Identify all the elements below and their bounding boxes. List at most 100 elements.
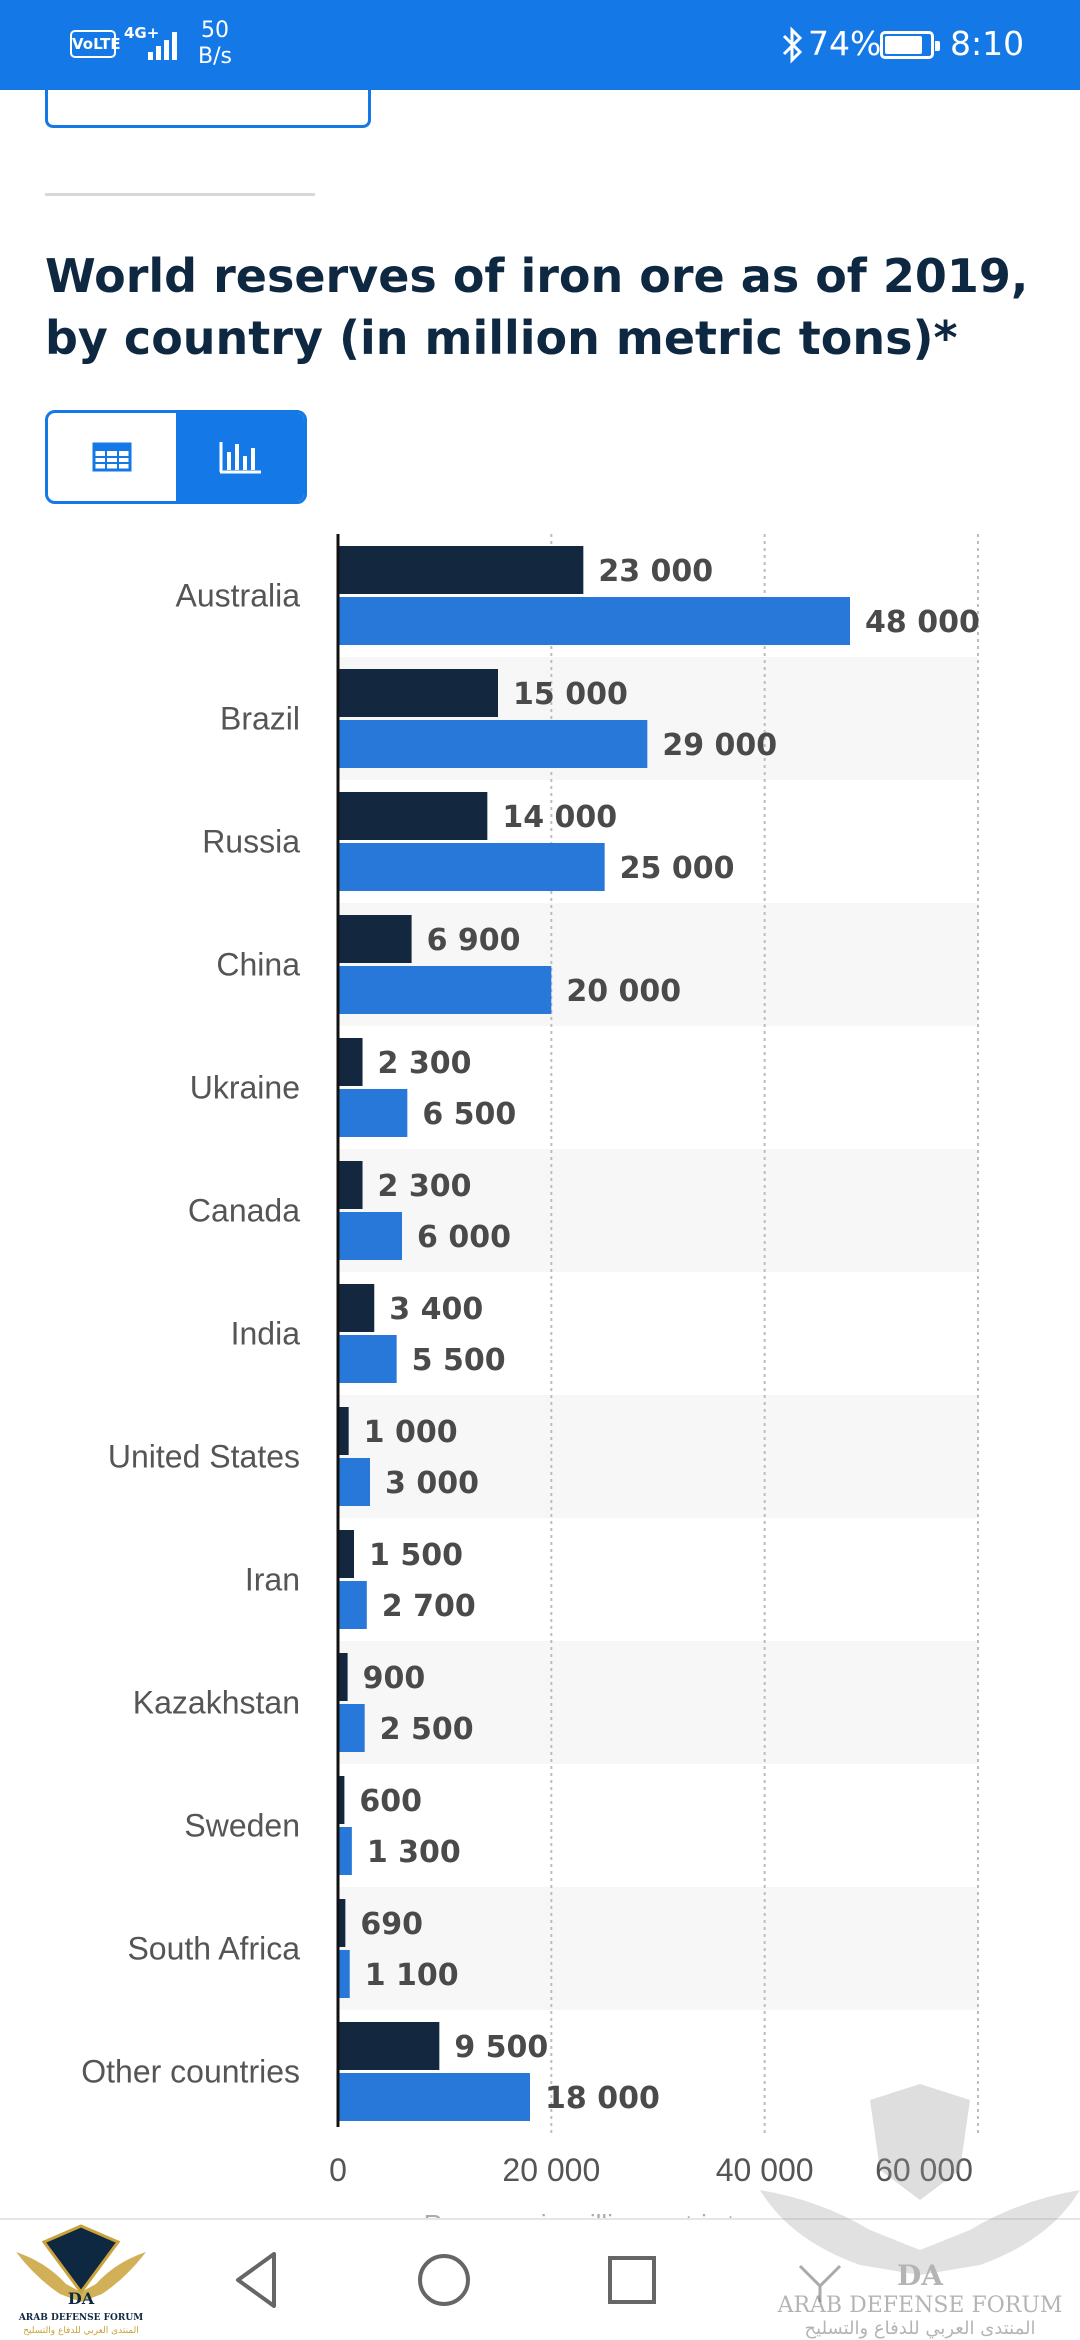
bar-blue bbox=[338, 1704, 365, 1752]
bar-blue bbox=[338, 966, 552, 1014]
previous-section-box[interactable] bbox=[45, 76, 371, 128]
data-label: 900 bbox=[363, 1661, 426, 1696]
bar-dark bbox=[338, 1776, 345, 1824]
volte-badge: VoLTE bbox=[70, 30, 121, 58]
chart-title: World reserves of iron ore as of 2019, b… bbox=[45, 249, 1029, 365]
bluetooth-icon bbox=[782, 26, 803, 64]
row-band bbox=[338, 1887, 978, 2010]
signal-icon bbox=[148, 32, 177, 60]
category-label: United States bbox=[108, 1439, 300, 1475]
category-label: China bbox=[216, 947, 300, 983]
tick-label: 40 000 bbox=[716, 2152, 814, 2188]
data-label: 6 000 bbox=[417, 1220, 511, 1255]
recents-icon[interactable] bbox=[592, 2240, 672, 2320]
battery-percent: 74% bbox=[808, 24, 882, 63]
tick-label: 60 000 bbox=[875, 2152, 973, 2188]
bar-dark bbox=[338, 2022, 440, 2070]
bar-dark bbox=[338, 1899, 346, 1947]
bar-blue bbox=[338, 2073, 530, 2121]
data-label: 14 000 bbox=[502, 800, 617, 835]
category-label: Russia bbox=[202, 824, 300, 860]
data-label: 6 500 bbox=[422, 1097, 516, 1132]
bar-dark bbox=[338, 1161, 363, 1209]
status-bar: VoLTE 4G+ 50 B/s 74% 8:10 bbox=[0, 0, 1080, 90]
data-label: 1 500 bbox=[369, 1538, 463, 1573]
bar-blue bbox=[338, 843, 605, 891]
back-icon[interactable] bbox=[216, 2240, 296, 2320]
bar-blue bbox=[338, 597, 850, 645]
data-label: 29 000 bbox=[662, 728, 777, 763]
category-label: Australia bbox=[176, 578, 301, 614]
data-label: 2 700 bbox=[382, 1589, 476, 1624]
watermark-name-en: ARAB DEFENSE FORUM bbox=[777, 2293, 1063, 2318]
table-icon bbox=[92, 442, 132, 472]
network-type: 4G+ bbox=[124, 24, 160, 42]
battery-icon bbox=[880, 31, 940, 59]
category-label: South Africa bbox=[127, 1931, 300, 1967]
category-label: Sweden bbox=[184, 1808, 300, 1844]
home-icon[interactable] bbox=[404, 2240, 484, 2320]
data-label: 600 bbox=[359, 1784, 422, 1819]
bar-blue bbox=[338, 1335, 397, 1383]
bar-chart: Australia 23 000 48 000 Brazil 15 000 29 000 R… bbox=[81, 534, 980, 2220]
bar-blue bbox=[338, 1827, 352, 1875]
data-label: 2 300 bbox=[378, 1169, 472, 1204]
x-axis-title: Reserves in million metric tons bbox=[424, 2209, 777, 2220]
section-divider bbox=[45, 193, 315, 196]
bar-dark bbox=[338, 546, 584, 594]
forum-watermark: DA ARAB DEFENSE FORUM المنتدى العربي للد… bbox=[760, 2084, 1080, 2339]
data-label: 2 300 bbox=[378, 1046, 472, 1081]
view-toggle bbox=[45, 410, 307, 504]
tick-label: 20 000 bbox=[502, 2152, 600, 2188]
data-label: 15 000 bbox=[513, 677, 628, 712]
chart-view-button[interactable] bbox=[176, 413, 304, 501]
category-label: Ukraine bbox=[190, 1070, 300, 1106]
category-label: Brazil bbox=[220, 701, 300, 737]
data-label: 9 500 bbox=[454, 2030, 548, 2065]
row-band bbox=[338, 1149, 978, 1272]
bar-blue bbox=[338, 1458, 370, 1506]
watermark-name-ar: المنتدى العربي للدفاع والتسليح bbox=[805, 2318, 1036, 2339]
data-label: 25 000 bbox=[620, 851, 735, 886]
category-label: Other countries bbox=[81, 2054, 300, 2090]
speed-value: 50 bbox=[200, 18, 229, 43]
data-label: 1 300 bbox=[367, 1835, 461, 1870]
bar-dark bbox=[338, 1653, 348, 1701]
bar-chart-icon bbox=[219, 442, 261, 474]
category-label: Kazakhstan bbox=[133, 1685, 300, 1721]
row-band bbox=[338, 1641, 978, 1764]
bar-blue bbox=[338, 1212, 402, 1260]
bar-dark bbox=[338, 1407, 349, 1455]
data-label: 3 000 bbox=[385, 1466, 479, 1501]
clock: 8:10 bbox=[950, 24, 1025, 63]
data-label: 5 500 bbox=[412, 1343, 506, 1378]
data-label: 20 000 bbox=[566, 974, 681, 1009]
data-label: 2 500 bbox=[380, 1712, 474, 1747]
data-label: 1 000 bbox=[364, 1415, 458, 1450]
bar-blue bbox=[338, 720, 648, 768]
data-label: 1 100 bbox=[365, 1958, 459, 1993]
forum-logo: DA ARAB DEFENSE FORUM المنتدى العربي للد… bbox=[16, 2224, 146, 2336]
bar-blue bbox=[338, 1581, 367, 1629]
bar-dark bbox=[338, 1038, 363, 1086]
bar-dark bbox=[338, 1284, 375, 1332]
logo-name-ar: المنتدى العربي للدفاع والتسليح bbox=[23, 2326, 138, 2336]
bar-dark bbox=[338, 1530, 354, 1578]
data-label: 23 000 bbox=[598, 554, 713, 589]
tick-label: 0 bbox=[329, 2152, 347, 2188]
watermark-monogram: DA bbox=[897, 2259, 944, 2292]
category-label: Canada bbox=[188, 1193, 300, 1229]
network-speed: 50 B/s bbox=[198, 18, 232, 70]
data-label: 690 bbox=[360, 1907, 423, 1942]
keyboard-down-icon[interactable] bbox=[780, 2240, 860, 2320]
logo-monogram: DA bbox=[68, 2289, 95, 2308]
bar-dark bbox=[338, 669, 498, 717]
row-band bbox=[338, 1395, 978, 1518]
bar-blue bbox=[338, 1089, 408, 1137]
speed-unit: B/s bbox=[198, 44, 232, 69]
bar-dark bbox=[338, 915, 412, 963]
data-label: 18 000 bbox=[545, 2081, 660, 2116]
bar-dark bbox=[338, 792, 488, 840]
data-label: 48 000 bbox=[865, 605, 980, 640]
table-view-button[interactable] bbox=[48, 413, 176, 501]
